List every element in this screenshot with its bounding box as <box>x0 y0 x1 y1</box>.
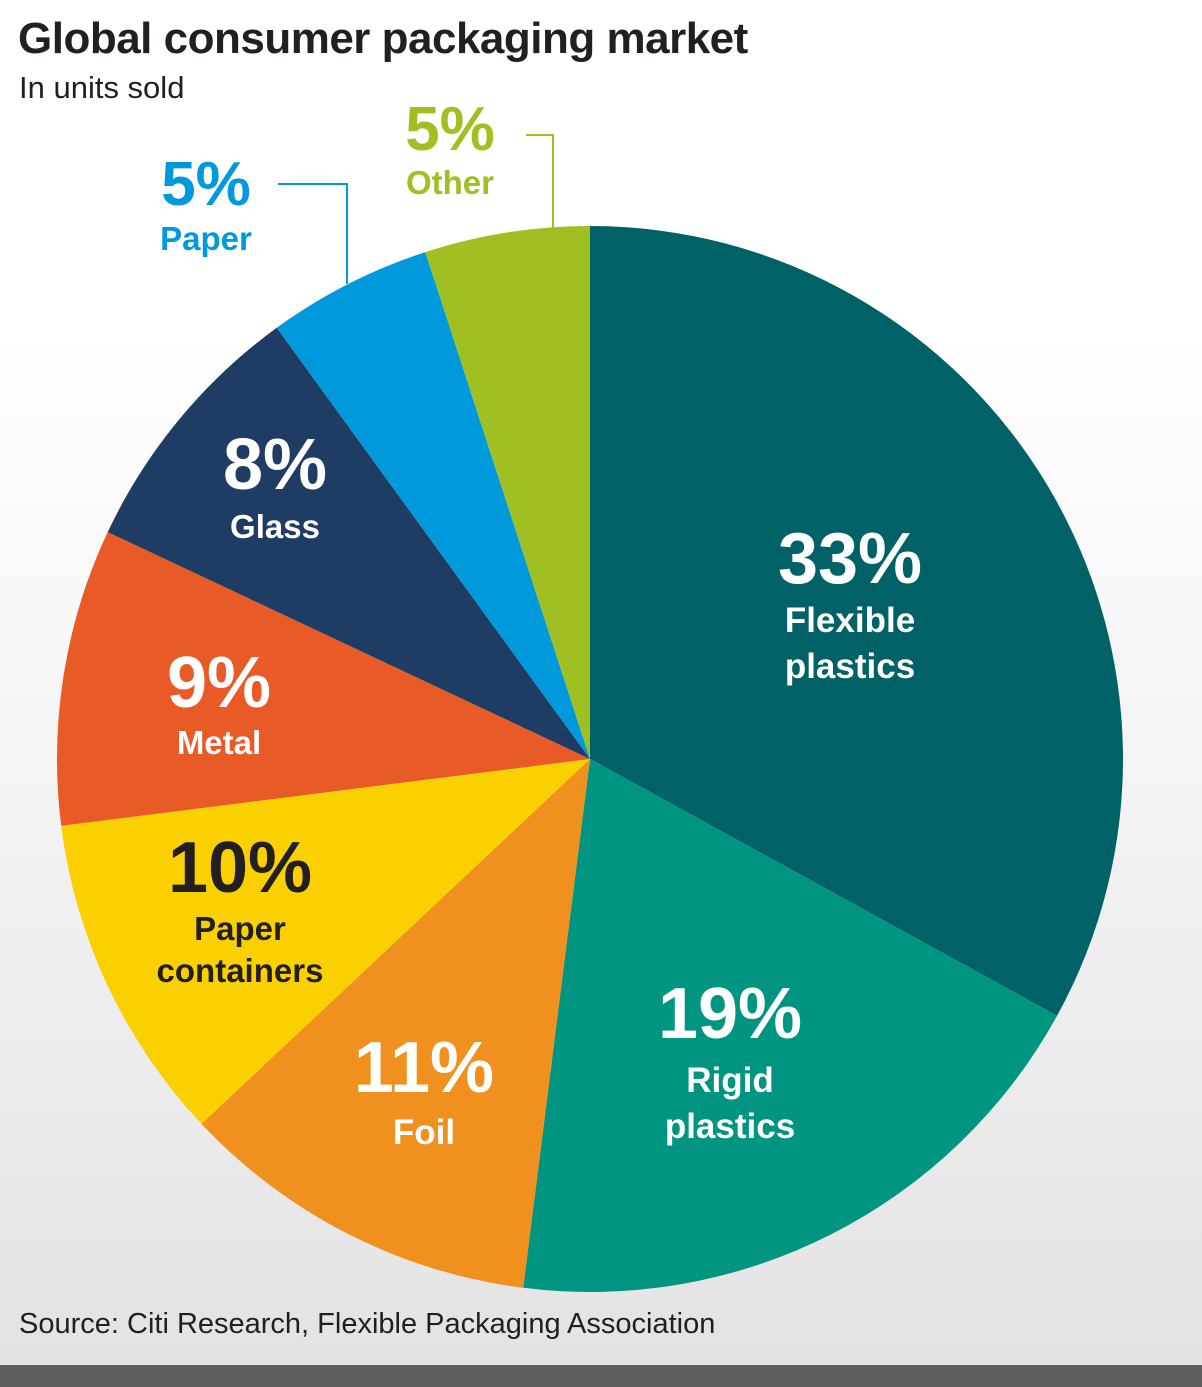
category-label-flexible-plastics: Flexible <box>785 601 915 640</box>
category-label-metal: Metal <box>177 724 261 761</box>
value-label-foil: 11% <box>354 1028 494 1108</box>
category-label-paper: Paper <box>160 220 252 257</box>
value-label-flexible-plastics: 33% <box>778 519 922 599</box>
value-label-rigid-plastics: 19% <box>658 974 802 1054</box>
chart-subtitle: In units sold <box>19 70 185 105</box>
slice-other <box>425 226 590 759</box>
slice-paper <box>276 252 590 759</box>
callout-line-paper <box>278 183 348 284</box>
value-label-paper: 5% <box>161 150 251 219</box>
slice-foil <box>201 759 590 1288</box>
slice-paper-containers <box>61 759 590 1124</box>
value-label-paper-containers: 10% <box>168 828 312 908</box>
value-label-metal: 9% <box>167 643 271 723</box>
callout-lines <box>278 134 554 284</box>
slice-rigid-plastics <box>523 759 1058 1293</box>
category-label-glass: Glass <box>230 508 320 545</box>
pie-slices <box>56 226 1123 1293</box>
callout-line-other <box>526 134 554 228</box>
slice-flexible-plastics <box>590 226 1123 1016</box>
category-label-paper-containers: containers <box>157 952 324 989</box>
bottom-bar <box>0 1365 1202 1387</box>
category-label-other: Other <box>406 164 494 201</box>
value-label-glass: 8% <box>223 425 327 505</box>
value-label-other: 5% <box>405 95 495 164</box>
slice-labels: 33%Flexible plastics 19% Rigid plastics 11% Fo… <box>157 95 923 1152</box>
category-label-flexible-plastics: plastics <box>785 647 915 686</box>
slice-glass <box>107 327 590 759</box>
chart-title: Global consumer packaging market <box>18 14 748 63</box>
slice-metal <box>56 532 590 826</box>
source-note: Source: Citi Research, Flexible Packagin… <box>19 1308 716 1340</box>
category-label-paper-containers: Paper <box>194 910 286 947</box>
category-label-rigid-plastics: Rigid <box>686 1061 773 1100</box>
category-label-foil: Foil <box>393 1113 455 1152</box>
category-label-rigid-plastics: plastics <box>665 1107 795 1146</box>
